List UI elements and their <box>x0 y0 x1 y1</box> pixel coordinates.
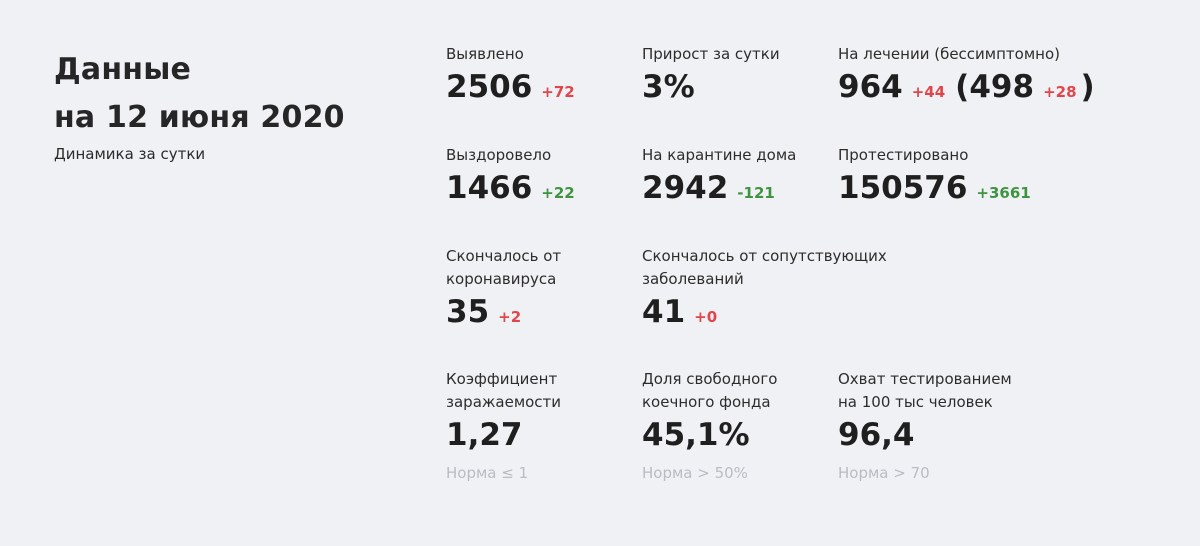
stat-delta: +0 <box>694 308 718 326</box>
stat-delta: -121 <box>737 184 775 202</box>
stat-value-row: 35 +2 <box>446 293 561 331</box>
stat-label: Протестировано <box>838 146 969 164</box>
stat-value-row: 1466 +22 <box>446 169 575 207</box>
stat-value-row: 96,4 <box>838 416 1012 454</box>
stat-value-row: 1,27 <box>446 416 561 454</box>
stat-label-line-1: Охват тестированием <box>838 370 1012 388</box>
stat-label-line-2: заражаемости <box>446 393 562 411</box>
stat-value: 3% <box>642 69 695 105</box>
open-paren: ( <box>955 69 970 105</box>
header: Данные на 12 июня 2020 Динамика за сутки <box>54 46 414 164</box>
stat-value: 1,27 <box>446 417 523 453</box>
stat-home-quarantine: На карантине дома 2942 -121 <box>642 144 796 207</box>
stat-value: 35 <box>446 294 490 330</box>
stat-label-line-2: коронавируса <box>446 270 557 288</box>
stat-label-line-1: Скончалось от сопутствующих <box>642 247 887 265</box>
stat-tested: Протестировано 150576 +3661 <box>838 144 1031 207</box>
stat-treatment: На лечении (бессимптомно) 964 +44 ( 498 … <box>838 43 1095 106</box>
stat-label-line-2: коечного фонда <box>642 393 771 411</box>
stat-label: На карантине дома <box>642 146 797 164</box>
title-line-1: Данные <box>54 52 192 87</box>
stat-label: Выздоровело <box>446 146 552 164</box>
page-title: Данные на 12 июня 2020 <box>54 46 414 142</box>
stat-value-row: 3% <box>642 68 780 106</box>
stat-value-row: 2942 -121 <box>642 169 796 207</box>
stat-label-line-1: Коэффициент <box>446 370 558 388</box>
stat-free-beds: Доля свободного коечного фонда 45,1% Нор… <box>642 368 777 482</box>
page-subtitle: Динамика за сутки <box>54 145 206 163</box>
stat-value-row: 150576 +3661 <box>838 169 1031 207</box>
stat-value-row: 964 +44 ( 498 +28 ) <box>838 68 1095 106</box>
stat-recovered: Выздоровело 1466 +22 <box>446 144 575 207</box>
stat-label-line-2: заболеваний <box>642 270 744 288</box>
stat-value: 150576 <box>838 170 968 206</box>
stat-died-comorbid: Скончалось от сопутствующих заболеваний … <box>642 245 887 331</box>
stat-value: 41 <box>642 294 686 330</box>
stat-testing-coverage: Охват тестированием на 100 тыс человек 9… <box>838 368 1012 482</box>
stat-label: На лечении (бессимптомно) <box>838 45 1060 63</box>
stat-norm: Норма ≤ 1 <box>446 464 529 482</box>
stat-value: 45,1% <box>642 417 750 453</box>
stat-value: 96,4 <box>838 417 915 453</box>
stat-label-line-2: на 100 тыс человек <box>838 393 993 411</box>
stat-value: 2506 <box>446 69 533 105</box>
stat-delta: +3661 <box>976 184 1031 202</box>
stat-delta: +2 <box>498 308 522 326</box>
stat-delta: +72 <box>541 83 575 101</box>
stat-value-row: 45,1% <box>642 416 777 454</box>
stat-infection-rate: Коэффициент заражаемости 1,27 Норма ≤ 1 <box>446 368 561 482</box>
stat-label-line-1: Доля свободного <box>642 370 778 388</box>
stat-norm: Норма > 70 <box>838 464 930 482</box>
title-line-2: на 12 июня 2020 <box>54 100 345 135</box>
stat-delta: +44 <box>911 83 946 101</box>
stat-label: Выявлено <box>446 45 524 63</box>
asymptomatic-delta: +28 <box>1043 83 1077 101</box>
stat-growth: Прирост за сутки 3% <box>642 43 780 106</box>
stat-value: 964 <box>838 69 903 105</box>
close-paren: ) <box>1080 69 1095 105</box>
stat-value: 1466 <box>446 170 533 206</box>
asymptomatic-value: 498 <box>969 69 1035 105</box>
stat-norm: Норма > 50% <box>642 464 748 482</box>
stat-value-row: 2506 +72 <box>446 68 575 106</box>
stat-label: Прирост за сутки <box>642 45 780 63</box>
stat-died-covid: Скончалось от коронавируса 35 +2 <box>446 245 561 331</box>
stat-detected: Выявлено 2506 +72 <box>446 43 575 106</box>
stat-value-row: 41 +0 <box>642 293 887 331</box>
stat-label-line-1: Скончалось от <box>446 247 562 265</box>
stat-value: 2942 <box>642 170 729 206</box>
stat-delta: +22 <box>541 184 575 202</box>
